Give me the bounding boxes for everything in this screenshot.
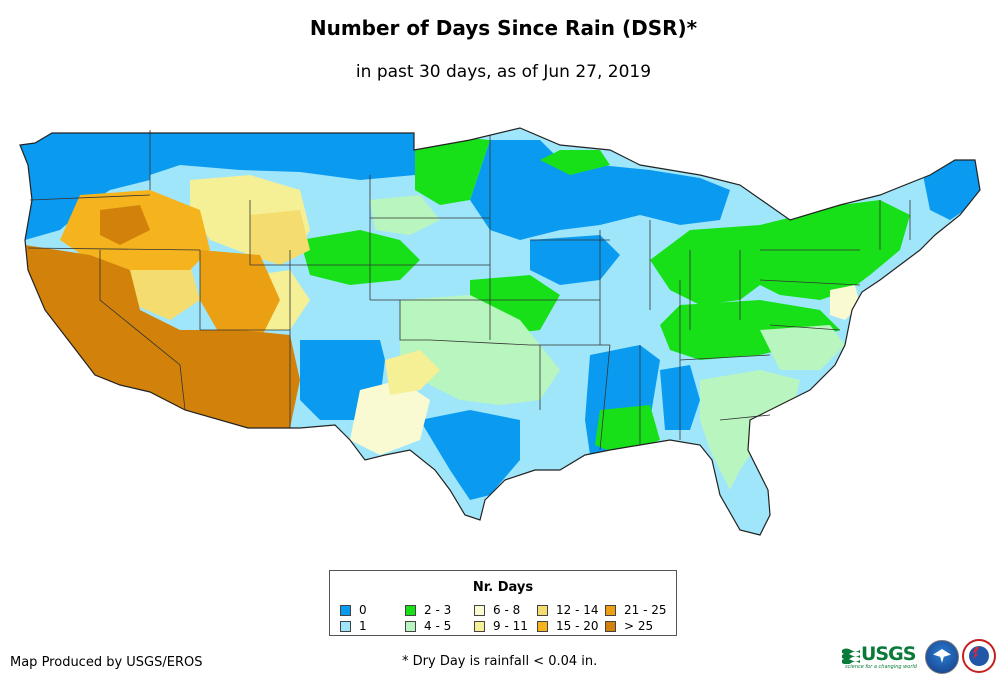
map-region-gulf-green	[595, 405, 660, 455]
map-region-carolinas-pale	[760, 325, 845, 370]
legend-swatch-9-11	[474, 621, 485, 632]
legend-title: Nr. Days	[472, 580, 534, 595]
map-region-east-texas-zero	[420, 410, 520, 500]
legend-item-9-11: 9 - 11	[474, 619, 528, 633]
map-region-se-idaho-tan	[250, 210, 310, 265]
noaa-logo	[925, 640, 959, 674]
map-subtitle: in past 30 days, as of Jun 27, 2019	[355, 62, 652, 82]
map-region-pnw-zero	[20, 130, 150, 240]
map-region-northern-rockies-zero	[150, 130, 415, 180]
legend-item-1: 1	[340, 619, 367, 633]
legend-swatch-over-25	[605, 621, 616, 632]
map-region-great-basin-orange	[200, 250, 280, 340]
usgs-wave-icon	[842, 648, 860, 664]
map-region-sd-pale	[370, 195, 440, 235]
legend-item-21-25: 21 - 25	[605, 603, 667, 617]
map-region-upper-midwest-zero	[470, 140, 730, 240]
map-region-north-dakota-green	[415, 133, 490, 205]
legend-item-6-8: 6 - 8	[474, 603, 520, 617]
state-boundaries	[27, 130, 911, 451]
legend-item-over-25: > 25	[605, 619, 653, 633]
map-credit: Map Produced by USGS/EROS	[10, 655, 203, 670]
legend-swatch-2-3	[405, 605, 416, 616]
map-region-ohio-valley-green	[650, 200, 910, 305]
map-region-maine-zero	[920, 160, 980, 220]
map-region-southern-plains-pale	[400, 295, 560, 405]
noaa-bird-icon	[933, 649, 951, 663]
map-region-mn-green	[540, 150, 610, 175]
legend-swatch-1	[340, 621, 351, 632]
legend-item-12-14: 12 - 14	[537, 603, 599, 617]
nws-inner-icon	[969, 646, 989, 666]
map-region-panhandle-yellow	[385, 350, 440, 395]
legend-item-4-5: 4 - 5	[405, 619, 451, 633]
legend-swatch-12-14	[537, 605, 548, 616]
map-region-iowa-zero	[530, 235, 620, 285]
dry-day-footnote: * Dry Day is rainfall < 0.04 in.	[402, 654, 598, 669]
legend-item-0: 0	[340, 603, 367, 617]
legend-swatch-15-20	[537, 621, 548, 632]
map-region-southwest-brown	[25, 245, 300, 428]
legend-swatch-4-5	[405, 621, 416, 632]
legend-swatch-21-25	[605, 605, 616, 616]
legend: Nr. Days 0 1 2 - 3 4 - 5 6 - 8 9 - 11 12…	[329, 570, 677, 636]
usgs-logo-tagline: science for a changing world	[845, 664, 917, 670]
usgs-logo: USGS science for a changing world	[842, 642, 920, 670]
legend-item-2-3: 2 - 3	[405, 603, 451, 617]
map-region-west-texas-cream	[350, 380, 430, 455]
map-region-nevada-tan	[130, 265, 200, 320]
usgs-logo-text: USGS	[861, 643, 916, 665]
nws-logo	[962, 639, 996, 673]
legend-item-15-20: 15 - 20	[537, 619, 599, 633]
legend-swatch-0	[340, 605, 351, 616]
map-region-wyoming-green	[300, 230, 420, 285]
legend-swatch-6-8	[474, 605, 485, 616]
map-region-oregon-brown	[100, 205, 150, 245]
map-title: Number of Days Since Rain (DSR)*	[309, 16, 698, 40]
